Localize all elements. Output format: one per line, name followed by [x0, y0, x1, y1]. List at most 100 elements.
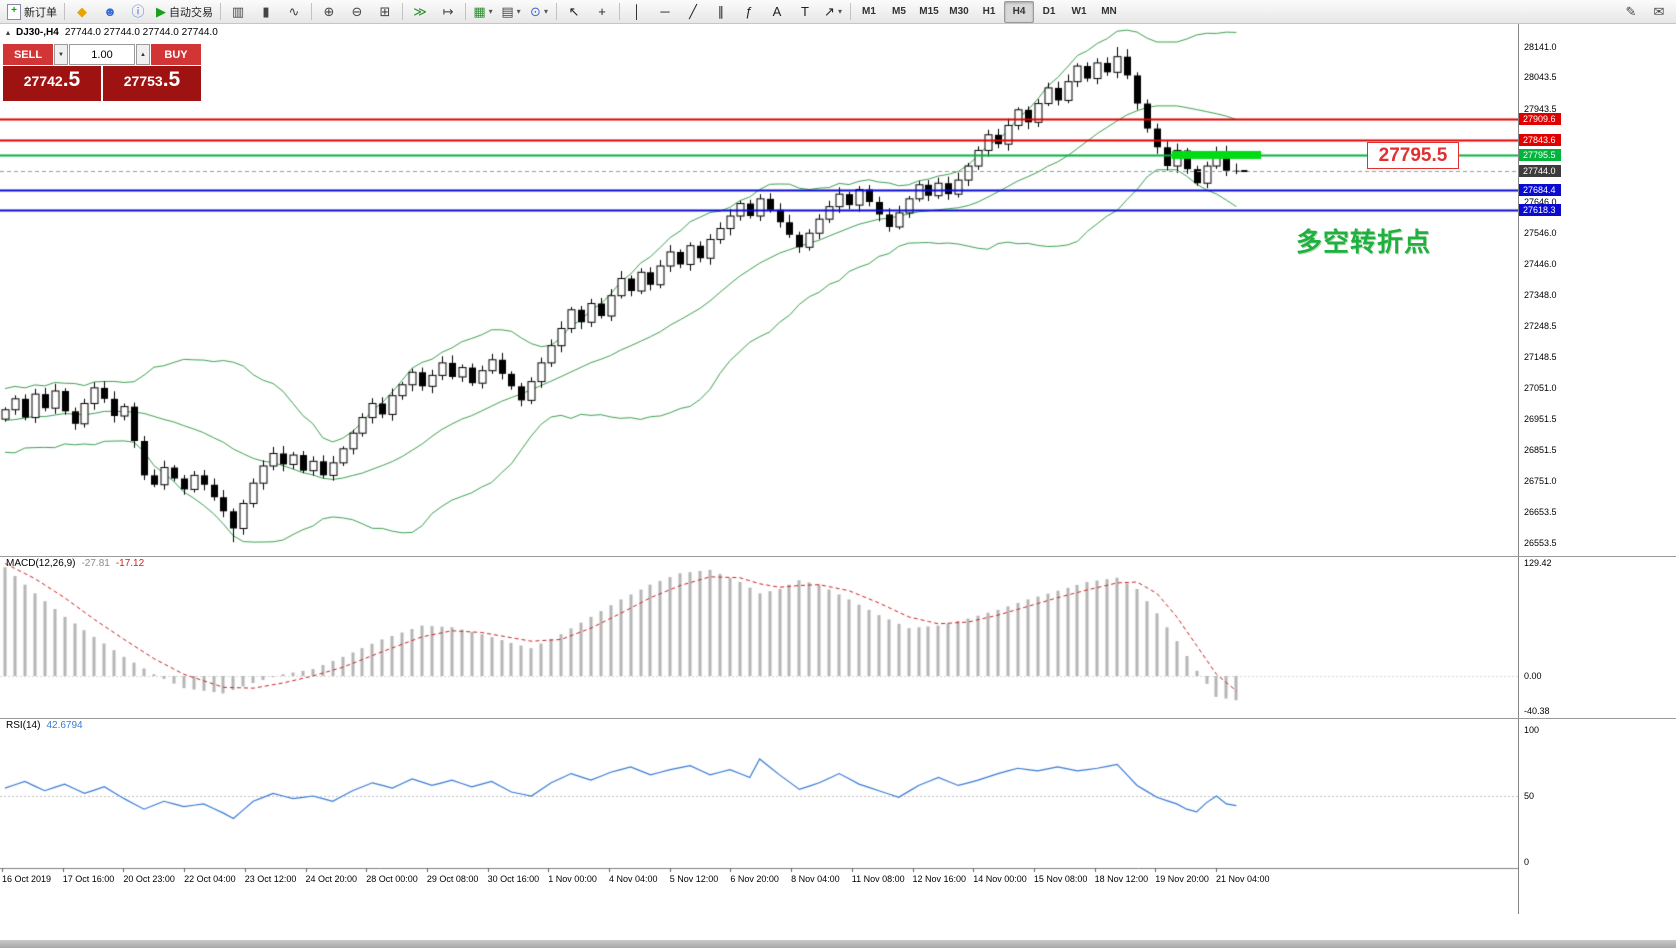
timeframe-m30-button[interactable]: M30 [944, 1, 974, 23]
autotrading-button[interactable]: ▶ 自动交易 [152, 1, 217, 23]
zoom-in-button[interactable]: ⊕ [315, 1, 343, 23]
time-axis-label: 5 Nov 12:00 [669, 874, 719, 884]
equidistant-channel-button[interactable]: ∥ [707, 1, 735, 23]
timeframe-mn-button[interactable]: MN [1094, 1, 1124, 23]
timeframe-m1-button[interactable]: M1 [854, 1, 884, 23]
new-chart-button[interactable]: ▦ ▾ [469, 1, 497, 23]
horizontal-line-button[interactable]: ─ [651, 1, 679, 23]
community-button[interactable]: ✎ [1617, 1, 1645, 23]
caret-down-icon: ▼ [58, 51, 64, 58]
trendline-button[interactable]: ╱ [679, 1, 707, 23]
metaeditor-button[interactable]: ◆ [68, 1, 96, 23]
arrows-button[interactable]: ↗ ▾ [819, 1, 847, 23]
timeframe-m5-button[interactable]: M5 [884, 1, 914, 23]
timeframe-d1-label: D1 [1042, 6, 1056, 17]
notifications-button[interactable]: ✉ [1645, 1, 1673, 23]
crosshair-icon: + [598, 3, 606, 19]
collapse-icon[interactable]: ▴ [6, 28, 11, 37]
line-chart-button[interactable]: ∿ [280, 1, 308, 23]
arrow-icon: ↗ [824, 3, 835, 19]
chart-header: ▴ DJ30-,H4 27744.0 27744.0 27744.0 27744… [6, 27, 218, 38]
toolbar-separator [556, 3, 557, 20]
bar-chart-button[interactable]: ▥ [224, 1, 252, 23]
timeframe-h1-label: H1 [982, 6, 996, 17]
info-icon: ⓘ [131, 3, 145, 19]
buy-button[interactable]: BUY [151, 44, 201, 65]
timeframe-w1-button[interactable]: W1 [1064, 1, 1094, 23]
time-axis-label: 1 Nov 00:00 [548, 874, 597, 884]
support-line-badge-1: 27684.4 [1519, 183, 1561, 196]
price-scale[interactable]: 28141.0 28043.5 27943.5 27646.0 27546.0 27446… [1518, 24, 1676, 914]
profiles-button[interactable]: ▤ ▾ [497, 1, 525, 23]
chart-plus-icon: ▦ [473, 3, 486, 19]
timeframe-m30-label: M30 [949, 6, 969, 17]
price-scale-label: 28141.0 [1524, 42, 1557, 52]
diamond-icon: ◆ [77, 3, 87, 19]
zoom-out-button[interactable]: ⊖ [343, 1, 371, 23]
toolbar-separator [64, 3, 65, 20]
price-scale-label: 27148.5 [1524, 352, 1557, 363]
bar-chart-icon: ▥ [231, 3, 245, 19]
sell-button[interactable]: SELL [3, 44, 53, 65]
crosshair-button[interactable]: + [588, 1, 616, 23]
price-scale-label: 27446.0 [1524, 259, 1557, 270]
price-scale-label: 27546.0 [1524, 227, 1557, 238]
volume-input[interactable] [69, 44, 135, 65]
timeframe-h1-button[interactable]: H1 [974, 1, 1004, 23]
price-chart-canvas[interactable] [0, 24, 1518, 890]
time-axis-label: 4 Nov 04:00 [609, 874, 658, 884]
market-watch-button[interactable]: ☻ [96, 1, 124, 23]
vertical-line-button[interactable]: │ [623, 1, 651, 23]
macd-signal-value: -17.12 [115, 558, 145, 569]
rsi-name: RSI(14) [6, 720, 41, 731]
candles-icon: ▮ [262, 3, 270, 19]
toolbar-separator [619, 3, 620, 20]
key-level-badge: 27795.5 [1519, 148, 1561, 161]
auto-scroll-button[interactable]: ≫ [406, 1, 434, 23]
sell-price-display[interactable]: 27742.5 [3, 66, 101, 101]
rsi-scale-label: 100 [1524, 725, 1540, 735]
fibonacci-button[interactable]: ƒ [735, 1, 763, 23]
timeframe-h4-label: H4 [1012, 6, 1026, 17]
turning-point-annotation: 多空转折点 [1296, 227, 1432, 257]
cursor-button[interactable]: ↖ [560, 1, 588, 23]
time-axis-label: 22 Oct 04:00 [184, 874, 236, 884]
one-click-trading-panel: SELL ▼ ▲ BUY 27742.5 27753.5 [3, 44, 201, 101]
period-button[interactable]: ⊙ ▾ [525, 1, 553, 23]
timeframe-mn-label: MN [1101, 6, 1117, 17]
chart-shift-button[interactable]: ↦ [434, 1, 462, 23]
price-scale-label: 27348.0 [1524, 289, 1557, 300]
timeframe-m15-button[interactable]: M15 [914, 1, 944, 23]
price-scale-label: 26751.0 [1524, 476, 1557, 487]
text-button[interactable]: A [763, 1, 791, 23]
rsi-panel-separator[interactable] [0, 718, 1676, 719]
buy-price-display[interactable]: 27753.5 [103, 66, 201, 101]
data-window-button[interactable]: ⓘ [124, 1, 152, 23]
time-axis-label: 18 Nov 12:00 [1094, 874, 1149, 884]
time-axis[interactable]: 16 Oct 2019 17 Oct 16:00 20 Oct 23:00 22 Oc… [0, 872, 1518, 888]
buy-price-main: 27753 [123, 73, 163, 89]
volume-decrease-button[interactable]: ▼ [54, 44, 68, 65]
price-scale-label: 27248.5 [1524, 320, 1557, 331]
macd-value: -27.81 [81, 558, 110, 569]
support-line-badge-2: 27618.3 [1519, 204, 1561, 217]
zoom-in-icon: ⊕ [323, 3, 335, 19]
volume-increase-button[interactable]: ▲ [136, 44, 150, 65]
time-axis-label: 6 Nov 20:00 [730, 874, 779, 884]
template-icon: ▤ [501, 3, 514, 19]
new-order-button[interactable]: + 新订单 [3, 1, 61, 23]
timeframe-d1-button[interactable]: D1 [1034, 1, 1064, 23]
toolbar-separator [311, 3, 312, 20]
time-axis-label: 17 Oct 16:00 [62, 874, 115, 884]
macd-panel-separator[interactable] [0, 556, 1676, 557]
price-scale-label: 26851.5 [1524, 444, 1557, 455]
text-label-button[interactable]: T [791, 1, 819, 23]
tile-windows-button[interactable]: ⊞ [371, 1, 399, 23]
new-order-label: 新订单 [24, 6, 57, 19]
candlestick-chart-button[interactable]: ▮ [252, 1, 280, 23]
mail-icon: ✉ [1653, 3, 1665, 19]
time-axis-label: 21 Nov 04:00 [1216, 874, 1270, 884]
price-scale-label: 26653.5 [1524, 506, 1557, 517]
timeframe-h4-button[interactable]: H4 [1004, 0, 1034, 23]
time-axis-label: 11 Nov 08:00 [851, 874, 905, 884]
